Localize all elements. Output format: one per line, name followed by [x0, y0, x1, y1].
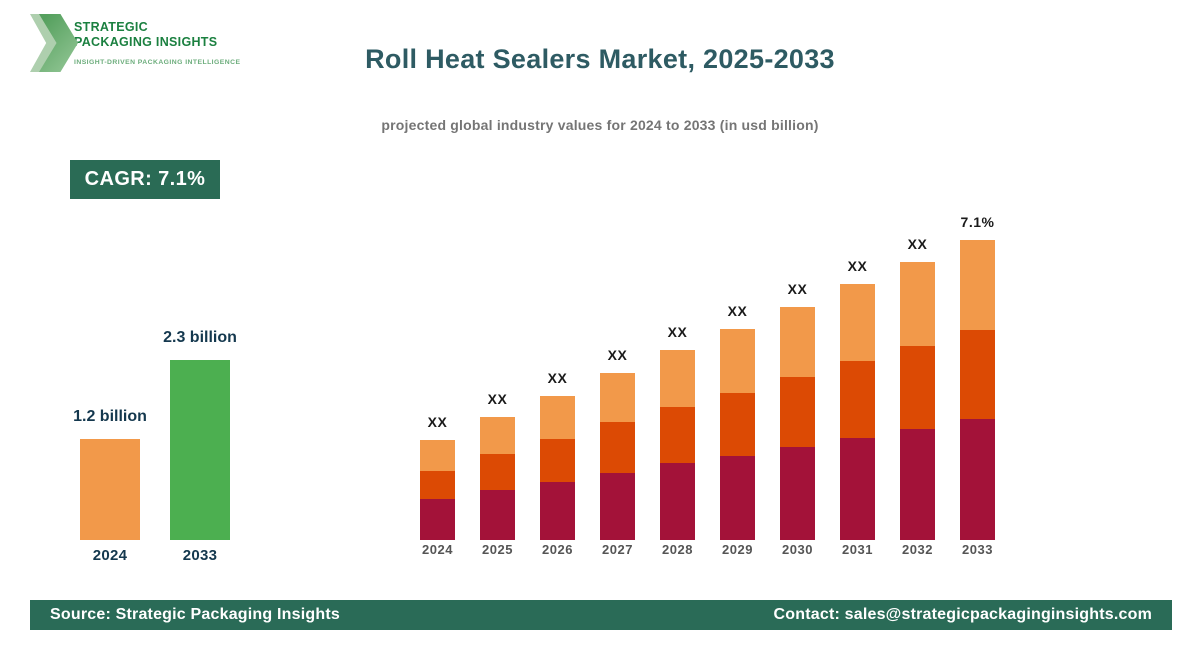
summary-bar: [80, 439, 140, 540]
stacked-bar-year-label: 2027: [602, 542, 633, 557]
stacked-bar-chart: XX 2024 XX 2025 XX 2026 XX 2027 XX 2028 XX 2029 XX 20…: [420, 210, 995, 557]
stacked-bar-value-label: XX: [847, 258, 868, 274]
summary-bar-year-label: 2033: [182, 547, 218, 564]
bar-segment-segment-middle: [660, 407, 695, 463]
bar-segment-segment-top: [720, 329, 755, 393]
stacked-bar-column: XX 2029: [720, 210, 755, 557]
stacked-bar-value-label: 7.1%: [960, 214, 995, 230]
page-subtitle: projected global industry values for 202…: [381, 117, 819, 133]
summary-bar-value-label: 2.3 billion: [163, 329, 237, 346]
stacked-bar-value-label: XX: [427, 414, 448, 430]
bar-segment-segment-bottom: [420, 499, 455, 540]
bar-segment-segment-middle: [780, 377, 815, 447]
summary-bar: [170, 360, 230, 540]
stacked-bar-year-label: 2030: [782, 542, 813, 557]
stacked-bar-value-label: XX: [907, 236, 928, 252]
brand-logo: STRATEGIC PACKAGING INSIGHTS INSIGHT-DRI…: [30, 14, 240, 72]
bar-segment-segment-bottom: [540, 482, 575, 540]
bar-segment-segment-bottom: [600, 473, 635, 540]
bar-segment-segment-top: [960, 240, 995, 330]
bar-segment-segment-bottom: [960, 419, 995, 540]
summary-bar-group: 1.2 billion 2024: [73, 310, 147, 564]
chevron-arrow-icon: [30, 14, 78, 72]
stacked-bar-year-label: 2029: [722, 542, 753, 557]
stacked-bar-value-label: XX: [607, 347, 628, 363]
bar-segment-segment-middle: [540, 439, 575, 482]
stacked-bar-value-label: XX: [667, 324, 688, 340]
bar-segment-segment-bottom: [900, 429, 935, 540]
summary-bar-value-label: 1.2 billion: [73, 408, 147, 425]
bar-segment-segment-bottom: [480, 490, 515, 540]
bar-segment-segment-top: [840, 284, 875, 361]
bar-segment-segment-top: [540, 396, 575, 439]
stacked-bar-column: XX 2030: [780, 210, 815, 557]
bar-segment-segment-middle: [840, 361, 875, 438]
stacked-bar-value-label: XX: [547, 370, 568, 386]
stacked-bar-column: XX 2026: [540, 210, 575, 557]
summary-bar-year-label: 2024: [92, 547, 128, 564]
bar-segment-segment-bottom: [780, 447, 815, 540]
bar-segment-segment-bottom: [720, 456, 755, 540]
summary-chart: 1.2 billion 2024 2.3 billion 2033: [73, 310, 237, 564]
stacked-bar-year-label: 2025: [482, 542, 513, 557]
bar-segment-segment-middle: [960, 330, 995, 419]
bar-segment-segment-top: [600, 373, 635, 422]
stacked-bar-year-label: 2033: [962, 542, 993, 557]
bar-segment-segment-middle: [420, 471, 455, 499]
cagr-badge: CAGR: 7.1%: [70, 160, 220, 199]
stacked-bar-year-label: 2031: [842, 542, 873, 557]
bar-segment-segment-top: [420, 440, 455, 471]
brand-text: STRATEGIC PACKAGING INSIGHTS INSIGHT-DRI…: [74, 14, 240, 66]
brand-tagline: INSIGHT-DRIVEN PACKAGING INTELLIGENCE: [74, 59, 241, 67]
bar-segment-segment-middle: [480, 454, 515, 490]
stacked-bar-column: XX 2031: [840, 210, 875, 557]
bar-segment-segment-middle: [720, 393, 755, 456]
stacked-bar-column: XX 2028: [660, 210, 695, 557]
bar-segment-segment-bottom: [660, 463, 695, 540]
stacked-bar-column: XX 2024: [420, 210, 455, 557]
stacked-bar-column: 7.1% 2033: [960, 210, 995, 557]
stacked-bar-column: XX 2027: [600, 210, 635, 557]
stacked-bar-year-label: 2024: [422, 542, 453, 557]
bar-segment-segment-top: [780, 307, 815, 377]
brand-name-line2: PACKAGING INSIGHTS: [74, 34, 218, 49]
footer-contact: Contact: sales@strategicpackaginginsight…: [773, 606, 1152, 623]
stacked-bar-value-label: XX: [487, 391, 508, 407]
stacked-bar-column: XX 2032: [900, 210, 935, 557]
summary-bar-group: 2.3 billion 2033: [163, 310, 237, 564]
bar-segment-segment-middle: [900, 346, 935, 429]
stacked-bar-value-label: XX: [787, 281, 808, 297]
footer-source: Source: Strategic Packaging Insights: [50, 606, 340, 623]
stacked-bar-year-label: 2032: [902, 542, 933, 557]
bar-segment-segment-middle: [600, 422, 635, 473]
stacked-bar-value-label: XX: [727, 303, 748, 319]
bar-segment-segment-top: [660, 350, 695, 407]
footer-bar: Source: Strategic Packaging Insights Con…: [30, 600, 1172, 630]
stacked-bar-year-label: 2026: [542, 542, 573, 557]
page-title: Roll Heat Sealers Market, 2025-2033: [365, 44, 835, 74]
stacked-bar-column: XX 2025: [480, 210, 515, 557]
brand-name-line1: STRATEGIC: [74, 20, 148, 34]
bar-segment-segment-top: [900, 262, 935, 346]
bar-segment-segment-bottom: [840, 438, 875, 540]
stacked-bar-year-label: 2028: [662, 542, 693, 557]
bar-segment-segment-top: [480, 417, 515, 454]
